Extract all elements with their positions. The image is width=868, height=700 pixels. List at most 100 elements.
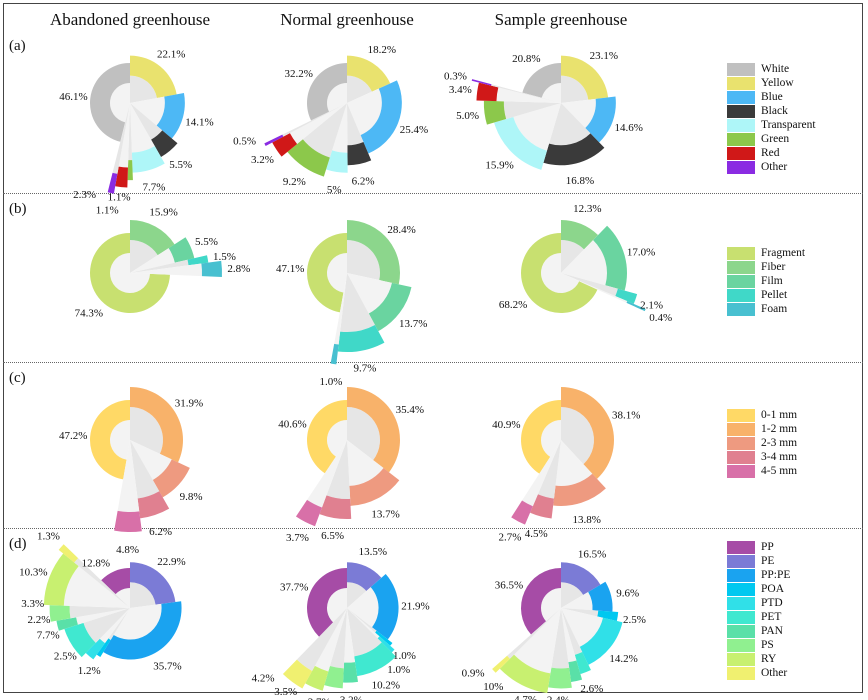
data-label: 3.7% (286, 532, 309, 544)
sector-film (593, 225, 627, 291)
sector-3-4-mm (137, 491, 170, 519)
data-label: 10.3% (19, 567, 47, 579)
legend-swatch (727, 568, 755, 582)
sector-fill (130, 96, 165, 126)
legend-label: PS (761, 639, 774, 651)
data-label: 68.2% (499, 299, 527, 311)
legend-swatch (727, 76, 755, 90)
data-label: 22.9% (157, 556, 185, 568)
sector-fill (334, 273, 347, 345)
legend-item: PET (727, 610, 790, 624)
data-label: 2.8% (227, 263, 250, 275)
legend-item: Red (727, 146, 816, 160)
legend-item: PP:PE (727, 568, 790, 582)
data-label: 15.9% (485, 159, 513, 171)
sector-fill (326, 440, 351, 499)
legend-label: Fiber (761, 261, 786, 273)
data-label: 13.7% (399, 318, 427, 330)
sector-white (89, 63, 130, 142)
sector-fill (347, 608, 380, 639)
legend-swatch (727, 160, 755, 174)
data-label: 5.0% (456, 110, 479, 122)
sector-ry (305, 665, 329, 691)
legend-item: Fragment (727, 246, 805, 260)
sector-fill (507, 608, 561, 659)
sector-pellet (187, 255, 209, 266)
legend-swatch (727, 90, 755, 104)
sector-fill (561, 608, 583, 655)
legend-swatch (727, 62, 755, 76)
sector-fill (326, 253, 347, 293)
data-label: 74.3% (75, 307, 103, 319)
data-label: 23.1% (590, 50, 618, 62)
data-label: 36.5% (495, 580, 523, 592)
data-label: 2.1% (640, 300, 663, 312)
legend-item: Blue (727, 90, 816, 104)
sector-yellow (130, 55, 177, 99)
data-label: 47.2% (59, 430, 87, 442)
data-label: 9.2% (283, 176, 306, 188)
legend-swatch (727, 652, 755, 666)
sector-transparent (494, 116, 547, 170)
data-label: 0.9% (462, 667, 485, 679)
sector-fill (69, 605, 130, 619)
sector-ry (499, 654, 551, 694)
data-label: 9.6% (616, 587, 639, 599)
data-label: 5% (327, 184, 342, 196)
sector-fill (130, 103, 155, 153)
sector-ps (324, 665, 344, 689)
data-label: 35.7% (153, 660, 181, 672)
column-title-abandoned: Abandoned greenhouse (49, 10, 211, 29)
sector-poa (96, 638, 111, 658)
legend-swatch (727, 104, 755, 118)
sector-fill (551, 608, 570, 669)
sector-transparent (131, 146, 165, 173)
data-label: 1.2% (78, 665, 101, 677)
sector-1-2-mm (347, 387, 401, 473)
legend-label: PTD (761, 597, 783, 609)
sector-fill (118, 103, 130, 168)
sector-fill (340, 273, 375, 333)
sector-fill (541, 588, 561, 622)
sector-fill (541, 419, 561, 457)
legend-swatch (727, 288, 755, 302)
sector-fill (74, 558, 130, 608)
sector-fill (109, 253, 150, 293)
sector-pp-pe (370, 573, 399, 640)
sector-4-5-mm (511, 500, 533, 525)
legend-label: Pellet (761, 289, 788, 301)
sector-fill (347, 75, 372, 103)
sector-2-3-mm (152, 459, 190, 498)
sector-ptd (579, 617, 623, 665)
sector-fill (99, 608, 130, 644)
panel-label-a: (a) (9, 38, 26, 54)
sector-fill (561, 98, 596, 129)
data-label: 2.4% (547, 695, 570, 700)
legend-label: PP (761, 541, 774, 553)
sector-ps (548, 667, 572, 689)
sector-fill (561, 240, 585, 273)
legend-item: PE (727, 554, 790, 568)
sector-fill (561, 240, 607, 286)
legend-label: Other (761, 161, 788, 173)
sector-fill (561, 273, 628, 303)
sector-fill (513, 608, 561, 674)
sector-black (347, 141, 372, 166)
sector-fill (347, 273, 392, 314)
legend-label: Blue (761, 91, 783, 103)
legend-label: PAN (761, 625, 783, 637)
legend: Fragment Fiber Film Pellet Foam (727, 246, 805, 316)
sector-pellet (615, 288, 638, 304)
sector-fill (112, 103, 130, 174)
legend-swatch (727, 274, 755, 288)
sector-blue (585, 96, 616, 143)
panel-divider (3, 528, 863, 529)
sector-fill (327, 420, 347, 457)
legend-label: Film (761, 275, 783, 287)
sector-fill (561, 273, 618, 297)
legend-label: POA (761, 583, 785, 595)
data-label: 12.8% (82, 557, 110, 569)
data-label: 35.4% (396, 404, 424, 416)
